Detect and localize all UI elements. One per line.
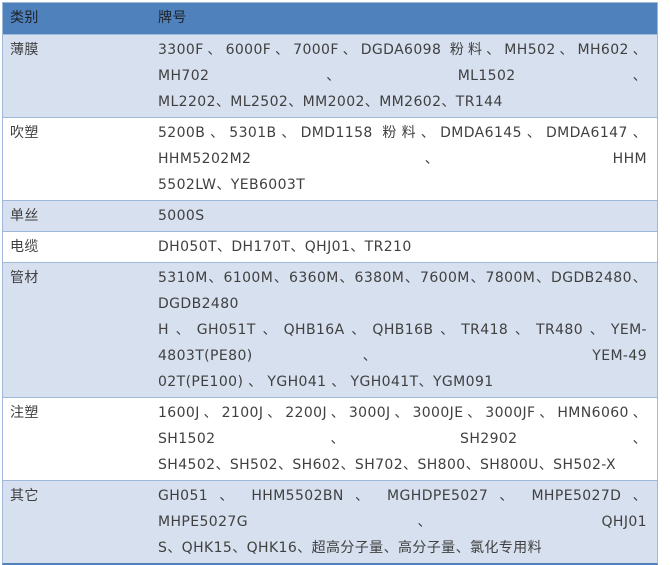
grades-line: 1600J、2100J、2200J、3000J、3000JE、3000JF、HM… xyxy=(158,405,647,447)
grades-line: DH050T、DH170T、QHJ01、TR210 xyxy=(158,239,412,255)
grades-line: S、QHK15、QHK16、超高分子量、高分子量、氯化专用料 xyxy=(158,540,542,556)
column-header-category: 类别 xyxy=(10,10,39,26)
grades-cell: 5200B、5301B、DMD1158 粉料、DMDA6145、DMDA6147… xyxy=(151,118,657,200)
category-cell: 电缆 xyxy=(10,239,39,255)
grades-cell: 3300F、6000F、7000F、DGDA6098 粉料、MH502、MH60… xyxy=(151,35,657,117)
grades-line: 5200B、5301B、DMD1158 粉料、DMDA6145、DMDA6147… xyxy=(158,125,647,167)
table-row-blow-molding: 吹塑 5200B、5301B、DMD1158 粉料、DMDA6145、DMDA6… xyxy=(3,117,657,200)
category-cell: 单丝 xyxy=(10,208,39,224)
grades-line: 5502LW、YEB6003T xyxy=(158,177,306,193)
table-row-other: 其它 GH051 、 HHM5502BN 、 MGHDPE5027 、 MHPE… xyxy=(3,480,657,563)
grades-cell: DH050T、DH170T、QHJ01、TR210 xyxy=(151,232,657,262)
table-row-monofilament: 单丝 5000S xyxy=(3,200,657,231)
category-cell: 管材 xyxy=(10,270,39,286)
grades-line: 02T(PE100) 、 YGH041 、 YGH041T、YGM091 xyxy=(158,374,494,390)
grades-line: SH4502、SH502、SH602、SH702、SH800、SH800U、SH… xyxy=(158,457,617,473)
table-row-cable: 电缆 DH050T、DH170T、QHJ01、TR210 xyxy=(3,231,657,262)
category-cell: 薄膜 xyxy=(10,42,39,58)
table-row-pipe: 管材 5310M、6100M、6360M、6380M、7600M、7800M、D… xyxy=(3,262,657,397)
grades-cell: 5000S xyxy=(151,201,657,231)
grades-line: H、GH051T、QHB16A、QHB16B、TR418、TR480、YEM-4… xyxy=(158,322,647,364)
category-cell: 其它 xyxy=(10,488,39,504)
category-cell: 吹塑 xyxy=(10,125,39,141)
grades-cell: 5310M、6100M、6360M、6380M、7600M、7800M、DGDB… xyxy=(151,263,657,397)
grades-line: 3300F、6000F、7000F、DGDA6098 粉料、MH502、MH60… xyxy=(158,42,647,84)
category-cell: 注塑 xyxy=(10,405,39,421)
grades-line: 5310M、6100M、6360M、6380M、7600M、7800M、DGDB… xyxy=(158,270,647,312)
grades-cell: 1600J、2100J、2200J、3000J、3000JE、3000JF、HM… xyxy=(151,398,657,480)
table-header-row: 类别 牌号 xyxy=(3,3,657,34)
table-row-injection-molding: 注塑 1600J、2100J、2200J、3000J、3000JE、3000JF… xyxy=(3,397,657,480)
column-header-grade: 牌号 xyxy=(158,10,187,26)
table-row-film: 薄膜 3300F、6000F、7000F、DGDA6098 粉料、MH502、M… xyxy=(3,34,657,117)
grades-line: GH051 、 HHM5502BN 、 MGHDPE5027 、 MHPE502… xyxy=(158,488,647,530)
grades-table: 类别 牌号 薄膜 3300F、6000F、7000F、DGDA6098 粉料、M… xyxy=(2,2,658,565)
grades-cell: GH051 、 HHM5502BN 、 MGHDPE5027 、 MHPE502… xyxy=(151,481,657,563)
grades-line: 5000S xyxy=(158,208,205,224)
grades-line: ML2202、ML2502、MM2002、MM2602、TR144 xyxy=(158,94,503,110)
